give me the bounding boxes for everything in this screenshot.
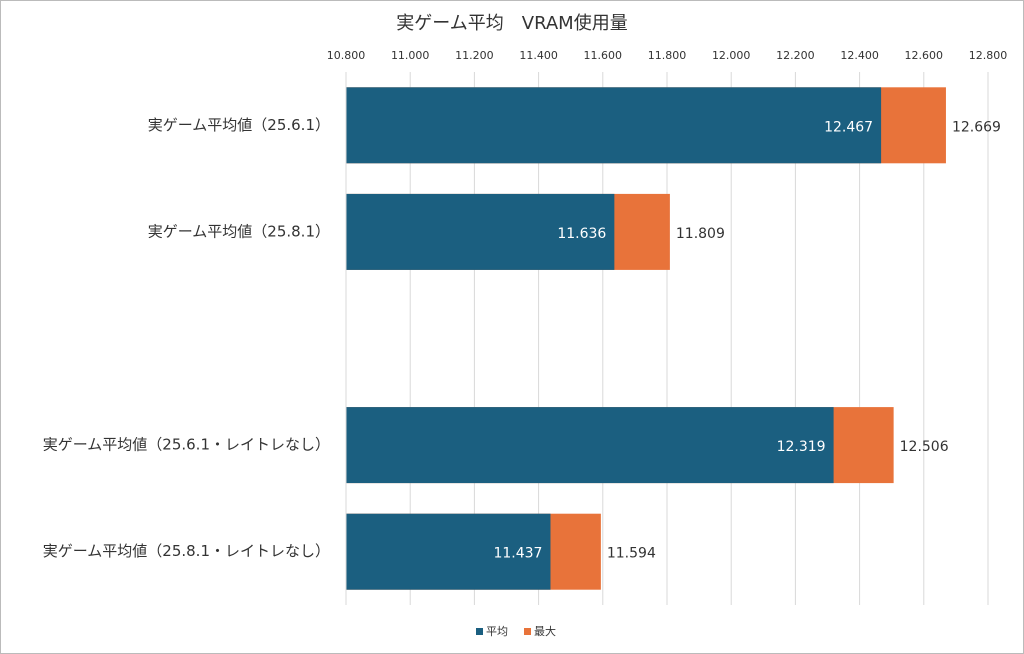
x-tick-label: 12.600 <box>905 49 944 62</box>
legend-label: 平均 <box>486 625 508 638</box>
bar <box>346 87 882 164</box>
x-tick-label: 12.400 <box>840 49 879 62</box>
x-tick-label: 12.800 <box>969 49 1008 62</box>
data-label: 12.669 <box>952 119 1001 135</box>
data-label: 11.636 <box>557 226 606 242</box>
data-label: 12.506 <box>900 439 949 455</box>
data-label: 12.319 <box>777 439 826 455</box>
bar <box>346 193 615 270</box>
data-label: 11.594 <box>607 546 656 562</box>
y-tick-label: 実ゲーム平均値（25.6.1） <box>148 116 330 134</box>
bar <box>346 513 551 590</box>
y-tick-label: 実ゲーム平均値（25.6.1・レイトレなし） <box>43 436 330 454</box>
x-tick-label: 12.000 <box>712 49 751 62</box>
y-tick-label: 実ゲーム平均値（25.8.1） <box>148 222 330 240</box>
data-label: 11.809 <box>676 226 725 242</box>
bar <box>346 407 834 484</box>
legend-label: 最大 <box>534 624 556 638</box>
data-label: 11.437 <box>493 546 542 562</box>
legend-swatch <box>476 628 483 635</box>
x-tick-label: 11.200 <box>455 49 494 62</box>
x-tick-label: 11.000 <box>391 49 430 62</box>
x-tick-label: 11.400 <box>519 49 558 62</box>
y-tick-label: 実ゲーム平均値（25.8.1・レイトレなし） <box>43 542 330 560</box>
data-label: 12.467 <box>824 119 873 135</box>
legend-swatch <box>524 628 531 635</box>
x-tick-label: 10.800 <box>327 49 366 62</box>
x-tick-label: 11.600 <box>584 49 623 62</box>
chart-title: 実ゲーム平均 VRAM使用量 <box>396 13 627 34</box>
x-tick-label: 12.200 <box>776 49 815 62</box>
x-tick-label: 11.800 <box>648 49 687 62</box>
